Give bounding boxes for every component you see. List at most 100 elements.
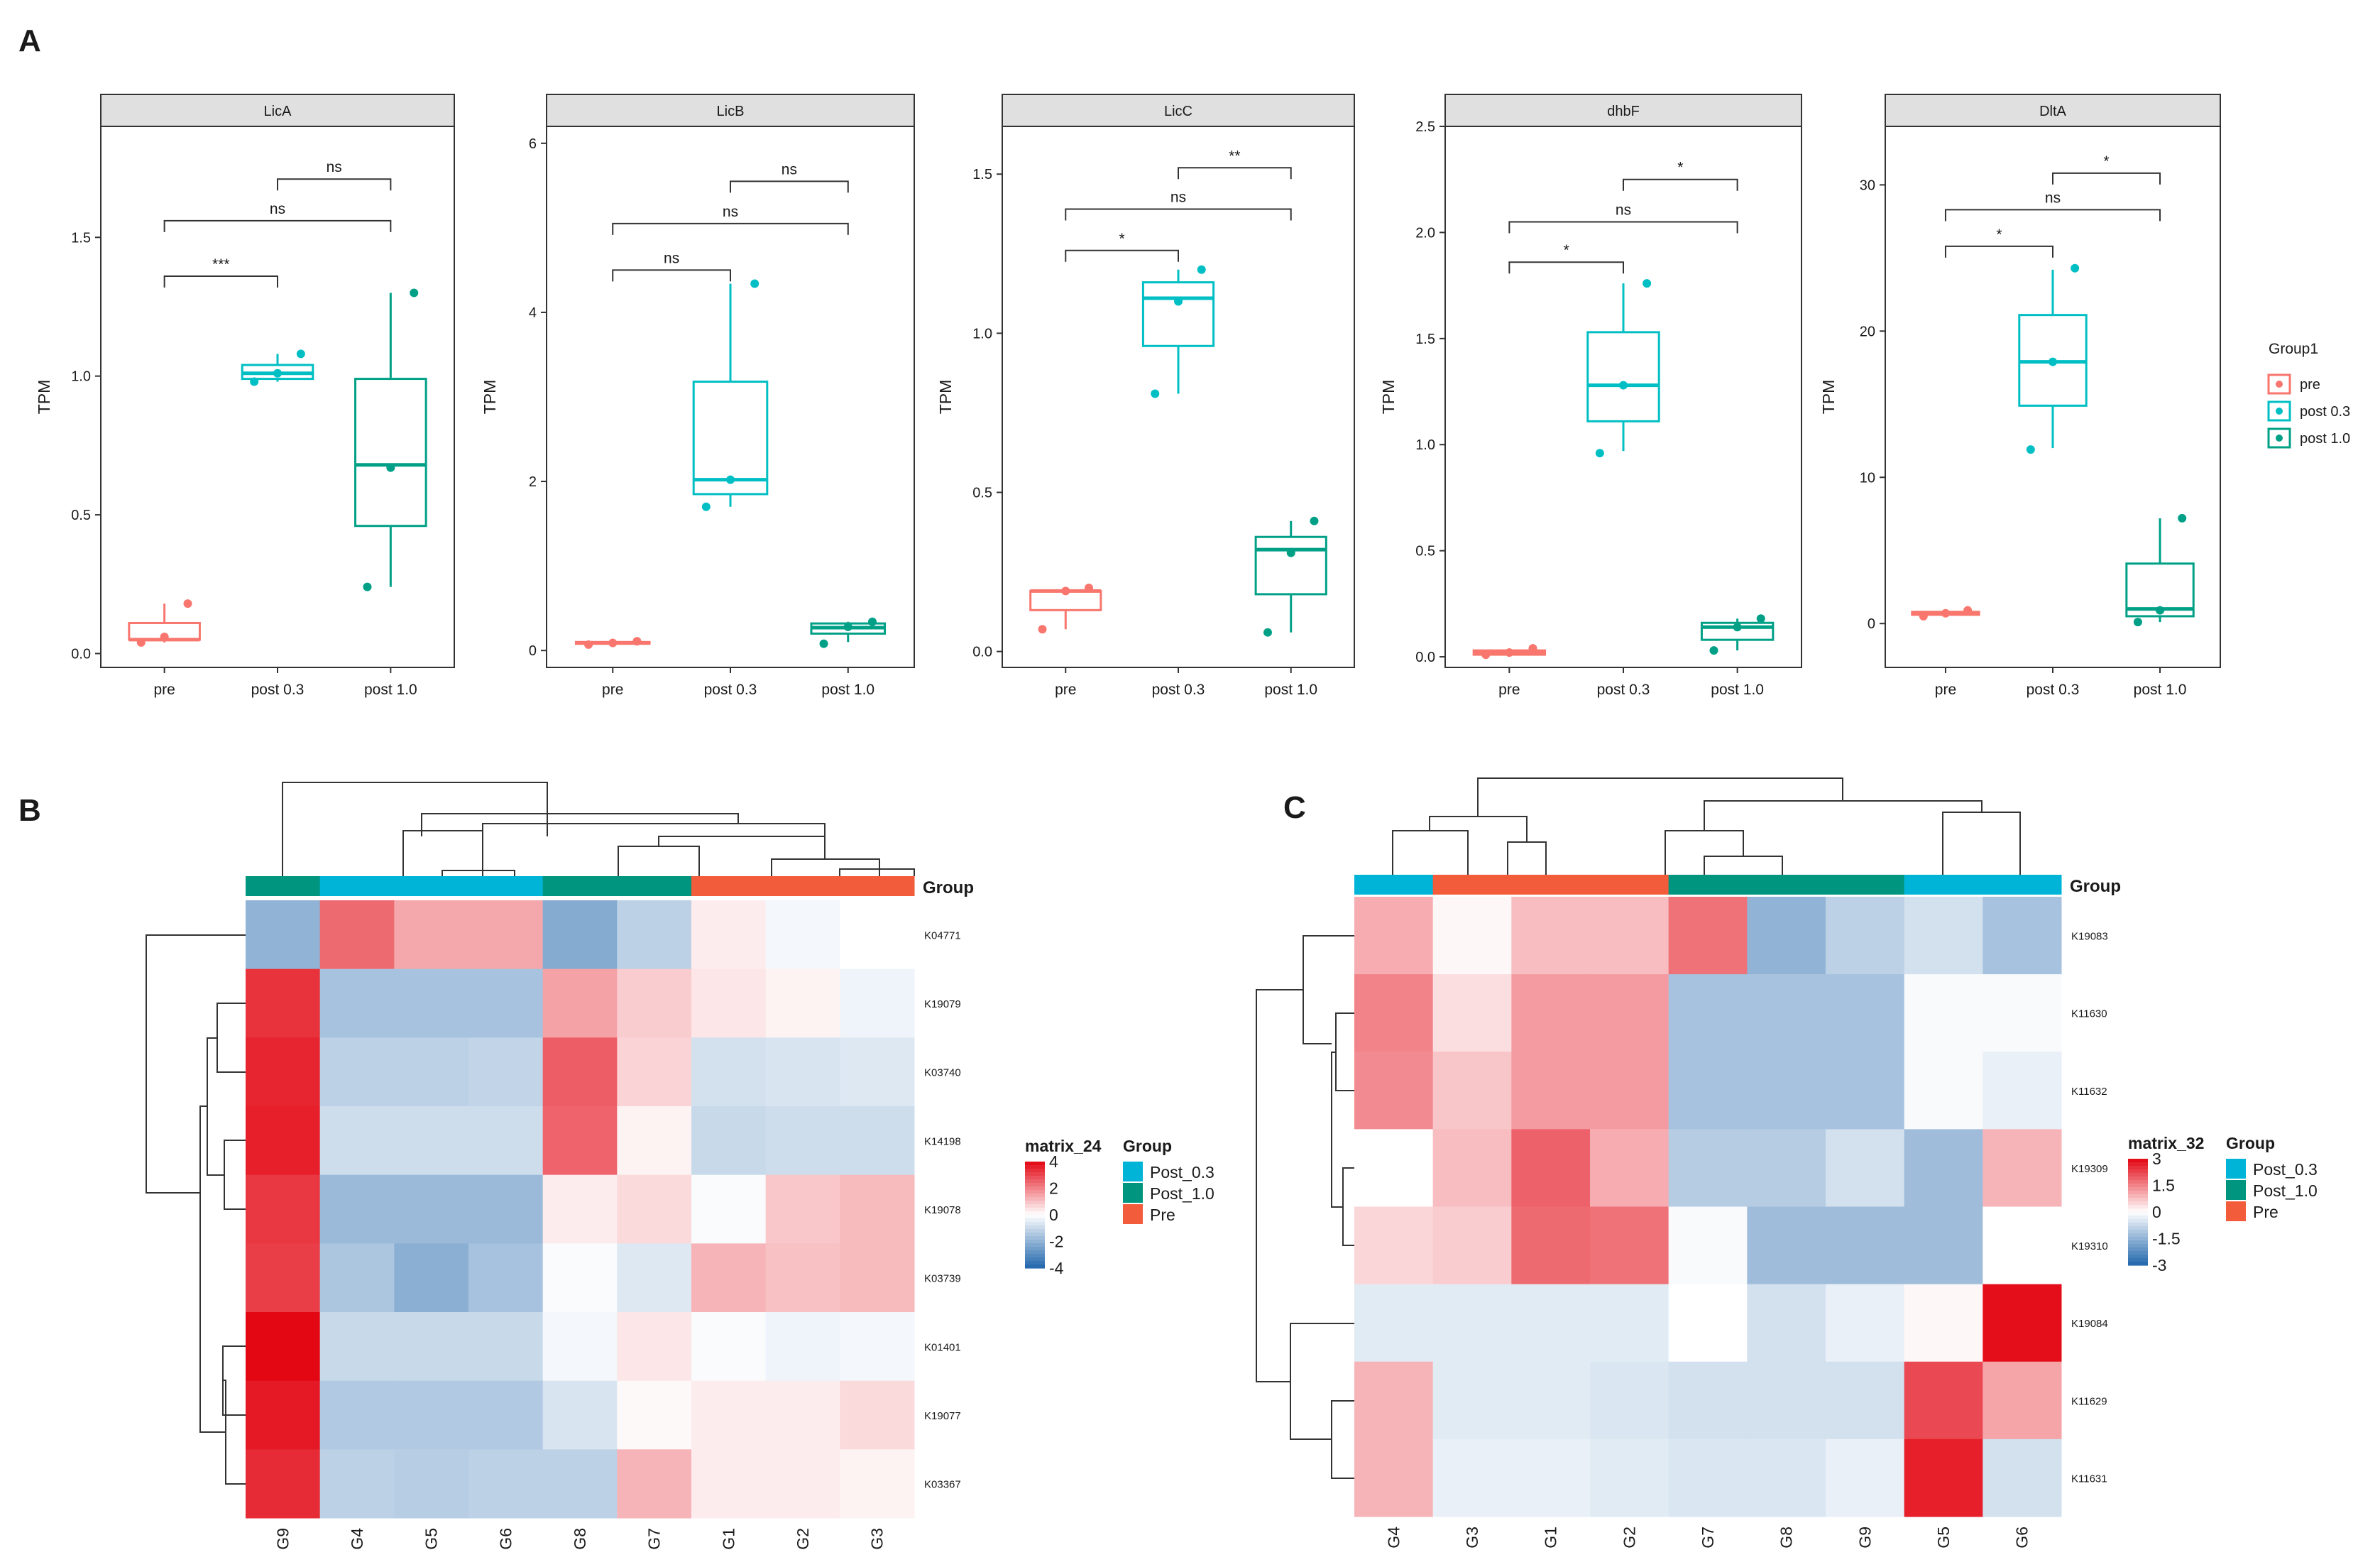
group-annotation-cell: [319, 876, 395, 896]
row-dendrogram-branch: [1331, 1400, 1354, 1479]
y-tick-label: 0.5: [972, 485, 992, 501]
heatmap-cell: [319, 1312, 395, 1382]
heatmap-cell: [1590, 974, 1669, 1052]
group-annotation-cell: [1668, 875, 1748, 895]
heatmap-cell: [1747, 1284, 1826, 1363]
significance-bracket: [1944, 245, 2053, 258]
y-tick-label: 20: [1860, 324, 1875, 339]
color-scale-segment: [2128, 1159, 2148, 1163]
heatmap-cell: [394, 1037, 469, 1107]
y-axis-label: TPM: [1819, 380, 1838, 415]
y-tick-label: 0.0: [1415, 650, 1435, 665]
color-scale-segment: [1025, 1222, 1045, 1226]
x-tick-label: pre: [1055, 682, 1076, 698]
heatmap-cell: [1432, 897, 1512, 975]
heatmap-cell: [1904, 1206, 1983, 1285]
facet-strip: [546, 94, 915, 127]
heatmap-cell: [617, 1243, 692, 1313]
facet-title: LicB: [717, 104, 745, 119]
heatmap-cell: [1747, 1361, 1826, 1440]
heatmap-cell: [1904, 974, 1983, 1052]
heatmap-cell: [1590, 1206, 1669, 1285]
column-dendrogram-branch: [1704, 800, 1983, 831]
data-point: [1310, 516, 1319, 525]
data-point: [1733, 623, 1742, 632]
group-legend-label: Post_1.0: [1150, 1184, 1214, 1203]
group-annotation-cell: [246, 876, 321, 896]
significance-bracket: [1065, 249, 1179, 262]
legend-title: Group1: [2269, 341, 2318, 357]
heatmap-cell: [765, 1312, 840, 1382]
row-label: K11631: [2071, 1473, 2107, 1485]
heatmap-cell: [617, 1449, 692, 1519]
heatmap-cell: [394, 968, 469, 1038]
data-point: [867, 617, 877, 626]
heatmap-cell: [1511, 897, 1591, 975]
color-scale-segment: [1025, 1179, 1045, 1184]
heatmap-cell: [1590, 1052, 1669, 1130]
significance-bracket: [277, 178, 392, 191]
group-annotation-cell: [691, 876, 767, 896]
color-scale-segment: [2128, 1208, 2148, 1213]
heatmap-cell: [394, 900, 469, 970]
heatmap-cell: [840, 968, 915, 1038]
heatmap-cell: [1826, 1206, 1905, 1285]
heatmap-cell: [468, 1312, 544, 1382]
row-label: K03367: [924, 1479, 961, 1491]
color-scale-segment: [1025, 1183, 1045, 1187]
significance-label: ns: [270, 201, 285, 217]
heatmap-cell: [617, 1037, 692, 1107]
y-tick-label: 0: [529, 643, 537, 659]
row-label: K19310: [2071, 1240, 2108, 1252]
heatmap-cell: [691, 1037, 767, 1107]
x-tick-label: pre: [1935, 682, 1956, 698]
column-dendrogram-branch: [1392, 830, 1469, 875]
column-label: G6: [2013, 1527, 2031, 1549]
significance-bracket: [612, 222, 849, 235]
heatmap-cell: [319, 1243, 395, 1313]
heatmap-cell: [691, 1106, 767, 1176]
column-label: G5: [1934, 1527, 1953, 1549]
row-label: K19309: [2071, 1163, 2108, 1175]
y-tick-label: 4: [529, 305, 537, 321]
color-scale-segment: [1025, 1254, 1045, 1258]
column-dendrogram-branch: [1704, 856, 1783, 875]
heatmap-cell: [319, 968, 395, 1038]
heatmap-cell: [542, 1106, 618, 1176]
column-label: G3: [868, 1528, 887, 1550]
heatmap-cell: [1354, 1052, 1434, 1130]
row-label: K11630: [2071, 1008, 2107, 1020]
heatmap-cell: [1826, 1284, 1905, 1363]
data-point: [1595, 449, 1604, 458]
color-scale-tick: -4: [1049, 1259, 1064, 1277]
column-label: G9: [273, 1528, 292, 1550]
row-label: K03740: [924, 1067, 961, 1079]
row-dendrogram-branch: [1290, 1323, 1354, 1440]
color-scale-segment: [1025, 1261, 1045, 1265]
heatmap-cell: [1432, 1052, 1512, 1130]
group-annotation-cell: [1511, 875, 1591, 895]
x-tick-label: post 0.3: [1597, 682, 1650, 698]
color-scale-title: matrix_32: [2128, 1134, 2204, 1152]
color-scale-segment: [1025, 1169, 1045, 1173]
heatmap-cell: [1747, 1206, 1826, 1285]
heatmap-cell: [542, 1243, 618, 1313]
heatmap-cell: [1668, 1284, 1748, 1363]
heatmap-cell: [1590, 1361, 1669, 1440]
significance-bracket: [1944, 209, 2161, 222]
color-scale-tick: -1.5: [2152, 1230, 2181, 1248]
data-point: [584, 640, 593, 649]
heatmap-cell: [542, 1174, 618, 1244]
color-scale-segment: [2128, 1247, 2148, 1252]
group-annotation-cell: [1432, 875, 1512, 895]
color-scale-segment: [2128, 1226, 2148, 1230]
significance-label: ns: [1170, 190, 1186, 206]
heatmap-cell: [691, 1312, 767, 1382]
heatmap-cell: [1590, 1284, 1669, 1363]
significance-label: *: [1119, 231, 1125, 247]
heatmap-cell: [1511, 1052, 1591, 1130]
significance-label: *: [1677, 160, 1683, 176]
column-label: G7: [645, 1528, 664, 1550]
color-scale-segment: [1025, 1194, 1045, 1198]
color-scale-title: matrix_24: [1025, 1137, 1102, 1155]
